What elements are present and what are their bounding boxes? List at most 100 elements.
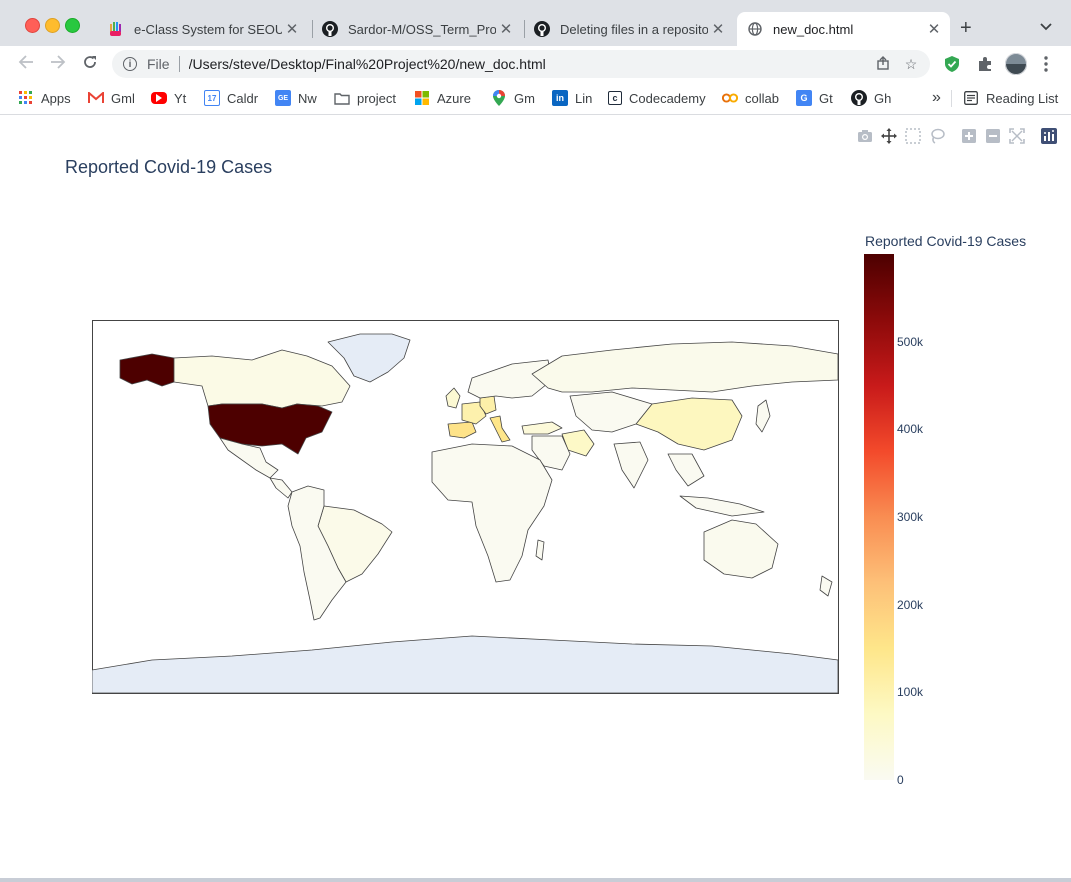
region-antarctica[interactable] — [92, 635, 839, 694]
region-australia[interactable] — [703, 519, 779, 579]
share-icon[interactable] — [874, 55, 892, 73]
bookmark-azure[interactable]: Azure — [414, 89, 471, 107]
region-india[interactable] — [613, 441, 649, 489]
github-icon — [851, 90, 867, 106]
shield-extension-icon[interactable] — [944, 55, 960, 78]
minimize-window-button[interactable] — [45, 18, 60, 33]
colorbar-tick-label: 400k — [897, 422, 924, 437]
region-spain[interactable] — [447, 421, 477, 439]
close-tab-icon[interactable]: ✕ — [927, 21, 941, 38]
bookmarks-bar: Apps Gml Yt 17 Caldr GE Nw project — [0, 82, 1071, 115]
bookmark-yt[interactable]: Yt — [151, 89, 186, 107]
omnibox-divider — [178, 56, 180, 72]
zoom-in-icon[interactable] — [960, 127, 978, 145]
reading-list-icon — [963, 90, 979, 106]
address-bar[interactable]: i File /Users/steve/Desktop/Final%20Proj… — [112, 50, 930, 78]
extensions-puzzle-icon[interactable] — [976, 55, 994, 78]
bookmark-codecademy[interactable]: c Codecademy — [608, 89, 706, 107]
bookmark-collab[interactable]: collab — [722, 89, 779, 107]
colorbar-tick-label: 200k — [897, 597, 924, 612]
bookmark-label: Gml — [111, 90, 135, 106]
colorbar-tick-label: 500k — [897, 334, 924, 349]
zoom-window-button[interactable] — [65, 18, 80, 33]
info-icon[interactable]: i — [123, 57, 137, 71]
tab-github-repo[interactable]: Sardor-M/OSS_Term_Proje ✕ — [312, 12, 522, 46]
reading-list-button[interactable]: Reading List — [963, 89, 1058, 107]
colorbar-tick-label: 100k — [897, 685, 924, 700]
bookmark-gt[interactable]: G Gt — [796, 89, 833, 107]
reset-view-icon[interactable] — [1008, 127, 1026, 145]
close-tab-icon[interactable]: ✕ — [711, 21, 725, 38]
bookmark-label: Gh — [874, 90, 892, 106]
news-icon: GE — [275, 90, 291, 106]
bookmark-gm[interactable]: Gm — [491, 89, 535, 107]
region-mexico[interactable] — [219, 437, 279, 479]
close-window-button[interactable] — [25, 18, 40, 33]
tab-new-doc[interactable]: new_doc.html ✕ — [737, 12, 950, 46]
tab-divider — [312, 20, 313, 38]
world-choropleth-map[interactable] — [92, 320, 839, 694]
pan-move-icon[interactable] — [880, 127, 898, 145]
new-tab-button[interactable]: + — [960, 17, 972, 39]
back-arrow-icon[interactable] — [16, 54, 36, 75]
region-greenland[interactable] — [327, 333, 411, 383]
bookmark-label: Azure — [437, 90, 471, 106]
bookmark-label: Nw — [298, 90, 317, 106]
bookmarks-overflow-button[interactable]: » — [932, 89, 941, 106]
region-turkey[interactable] — [521, 421, 563, 435]
bookmark-lin[interactable]: in Lin — [552, 89, 592, 107]
colorbar-tick-label: 0 — [897, 773, 904, 787]
url-text[interactable]: /Users/steve/Desktop/Final%20Project%20/… — [188, 56, 546, 72]
region-indonesia[interactable] — [679, 495, 765, 517]
colorbar-tick-label: 300k — [897, 510, 924, 524]
region-southeast-asia[interactable] — [667, 453, 705, 487]
plotly-logo-icon[interactable] — [1040, 127, 1058, 145]
region-new-zealand[interactable] — [819, 575, 833, 597]
bookmark-caldr[interactable]: 17 Caldr — [204, 89, 258, 107]
region-canada[interactable] — [173, 349, 351, 409]
region-china[interactable] — [635, 397, 743, 451]
region-south-america[interactable] — [287, 485, 347, 621]
region-united-kingdom[interactable] — [445, 387, 461, 409]
bookmarks-divider — [951, 90, 952, 107]
region-central-asia[interactable] — [569, 391, 653, 433]
codecademy-icon: c — [608, 91, 622, 105]
region-central-america[interactable] — [269, 477, 293, 499]
tab-title: e-Class System for SEOUL — [134, 21, 282, 37]
bookmark-apps[interactable]: Apps — [18, 89, 71, 107]
profile-avatar[interactable] — [1005, 53, 1027, 80]
page-content: Reported Covid-19 Cases Reported Covid-1… — [5, 115, 1071, 878]
bookmark-star-icon[interactable]: ☆ — [904, 55, 918, 72]
close-tab-icon[interactable]: ✕ — [499, 21, 513, 38]
bookmark-project[interactable]: project — [334, 89, 396, 107]
bookmark-label: Gm — [514, 90, 535, 106]
forward-arrow-icon[interactable] — [48, 54, 68, 75]
tab-search-icon[interactable] — [1040, 18, 1052, 34]
bookmark-nw[interactable]: GE Nw — [275, 89, 317, 107]
region-japan[interactable] — [755, 399, 771, 433]
tab-eclass[interactable]: e-Class System for SEOUL ✕ — [98, 12, 308, 46]
reload-icon[interactable] — [80, 54, 100, 75]
bookmark-gh[interactable]: Gh — [851, 89, 891, 107]
close-tab-icon[interactable]: ✕ — [285, 21, 299, 38]
tab-strip: e-Class System for SEOUL ✕ Sardor-M/OSS_… — [0, 0, 1071, 46]
translate-icon: G — [796, 90, 812, 106]
region-france[interactable] — [461, 401, 487, 425]
region-europe[interactable] — [467, 359, 553, 399]
region-italy[interactable] — [489, 415, 511, 443]
gmail-icon — [88, 90, 104, 106]
zoom-out-icon[interactable] — [984, 127, 1002, 145]
region-russia[interactable] — [531, 341, 839, 393]
lasso-select-icon[interactable] — [928, 127, 946, 145]
region-madagascar[interactable] — [535, 539, 545, 561]
region-africa[interactable] — [431, 443, 553, 583]
box-select-icon[interactable] — [904, 127, 922, 145]
kebab-menu-icon[interactable] — [1044, 56, 1048, 77]
region-alaska[interactable] — [119, 353, 175, 387]
camera-icon[interactable] — [856, 127, 874, 145]
github-icon — [322, 21, 338, 37]
bookmark-gml[interactable]: Gml — [88, 89, 135, 107]
tab-github-delete[interactable]: Deleting files in a reposito ✕ — [524, 12, 734, 46]
bookmark-label: Caldr — [227, 90, 259, 106]
region-middle-east[interactable] — [531, 435, 571, 471]
